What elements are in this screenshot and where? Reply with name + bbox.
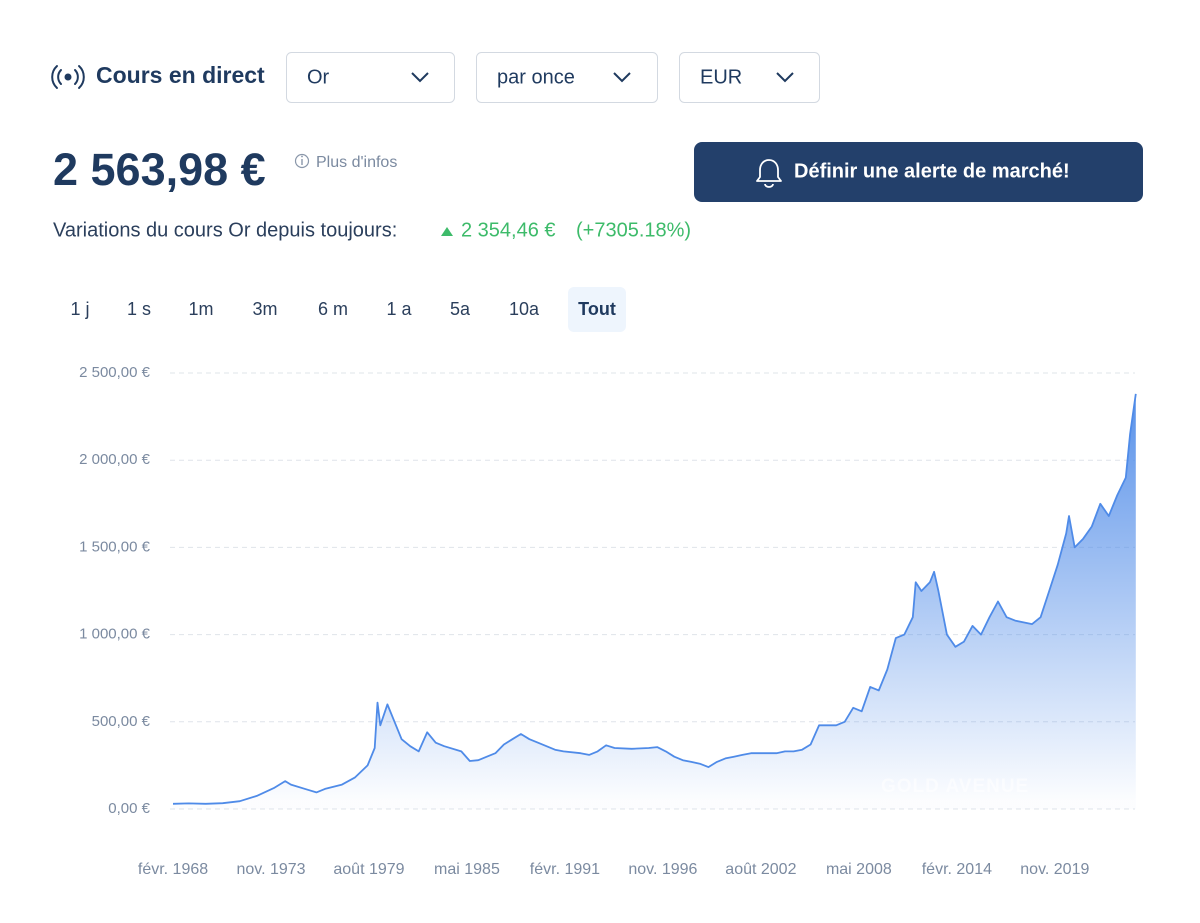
chevron: [776, 72, 794, 83]
variation-change: 2 354,46 €: [461, 219, 556, 241]
x-tick-label: févr. 1991: [530, 861, 600, 878]
select-value: par once: [497, 66, 575, 88]
watermark: GOLD AVENUE: [881, 776, 1029, 797]
y-tick-label: 2 500,00 €: [79, 364, 151, 381]
alert-button[interactable]: Définir une alerte de marché!: [694, 142, 1143, 202]
area: [173, 393, 1136, 809]
range-tab-label: 1m: [188, 299, 213, 319]
range-tab[interactable]: 1 s: [127, 299, 151, 319]
range-tab-label: 6 m: [318, 299, 348, 319]
range-tab-label: 1 j: [70, 299, 89, 319]
x-tick-label: août 2002: [725, 861, 796, 878]
range-tab-label: 5a: [450, 299, 471, 319]
range-tab-label: 10a: [509, 299, 540, 319]
price: 2 563,98 €: [53, 144, 266, 195]
alert-button-label: Définir une alerte de marché!: [794, 160, 1070, 182]
info-link[interactable]: Plus d'infos: [294, 153, 398, 171]
x-tick-label: août 1979: [333, 861, 404, 878]
header-title: Cours en direct: [96, 62, 265, 88]
select[interactable]: Or: [286, 52, 455, 103]
range-tab-label: 1 s: [127, 299, 151, 319]
x-tick-label: mai 1985: [434, 861, 500, 878]
range-tab[interactable]: 10a: [509, 299, 540, 319]
variation-percent: (+7305.18%): [576, 219, 691, 241]
up-arrow: [441, 227, 453, 236]
info-text: Plus d'infos: [316, 154, 397, 171]
range-tab-label: 1 a: [386, 299, 412, 319]
range-tab[interactable]: Tout: [568, 287, 626, 332]
range-tab[interactable]: 1 j: [70, 299, 89, 319]
range-tab-bg: [568, 287, 626, 332]
chevron: [411, 72, 429, 83]
x-tick-label: févr. 1968: [138, 861, 208, 878]
select[interactable]: EUR: [679, 52, 820, 103]
line: [172, 393, 1137, 805]
y-tick-label: 2 000,00 €: [79, 451, 151, 468]
y-tick-label: 1 500,00 €: [79, 538, 151, 555]
y-tick-label: 0,00 €: [108, 800, 150, 817]
range-tab[interactable]: 1m: [188, 299, 213, 319]
select-value: Or: [307, 66, 330, 88]
range-tabs: 1 j 1 s 1m 3m 6 m 1 a 5a 10a Tout: [70, 287, 626, 332]
variation-label: Variations du cours Or depuis toujours:: [53, 219, 397, 241]
y-tick-label: 1 000,00 €: [79, 626, 151, 643]
live-icon: [51, 65, 85, 89]
y-tick-label: 500,00 €: [92, 713, 151, 730]
select[interactable]: par once: [476, 52, 658, 103]
range-tab[interactable]: 3m: [252, 299, 277, 319]
bell-icon: [756, 159, 782, 188]
range-tab[interactable]: 5a: [450, 299, 471, 319]
chevron: [613, 72, 631, 83]
x-tick-label: févr. 2014: [922, 861, 992, 878]
chart: 0,00 € 500,00 € 1 000,00 € 1 500,00 € 2 000,…: [79, 364, 1137, 878]
range-tab-label: Tout: [578, 299, 616, 319]
x-tick-label: nov. 2019: [1020, 861, 1089, 878]
x-tick-label: mai 2008: [826, 861, 892, 878]
range-tab-label: 3m: [252, 299, 277, 319]
x-tick-label: nov. 1996: [628, 861, 697, 878]
x-tick-label: nov. 1973: [236, 861, 305, 878]
range-tab[interactable]: 6 m: [318, 299, 348, 319]
select-value: EUR: [700, 66, 742, 88]
range-tab[interactable]: 1 a: [386, 299, 412, 319]
